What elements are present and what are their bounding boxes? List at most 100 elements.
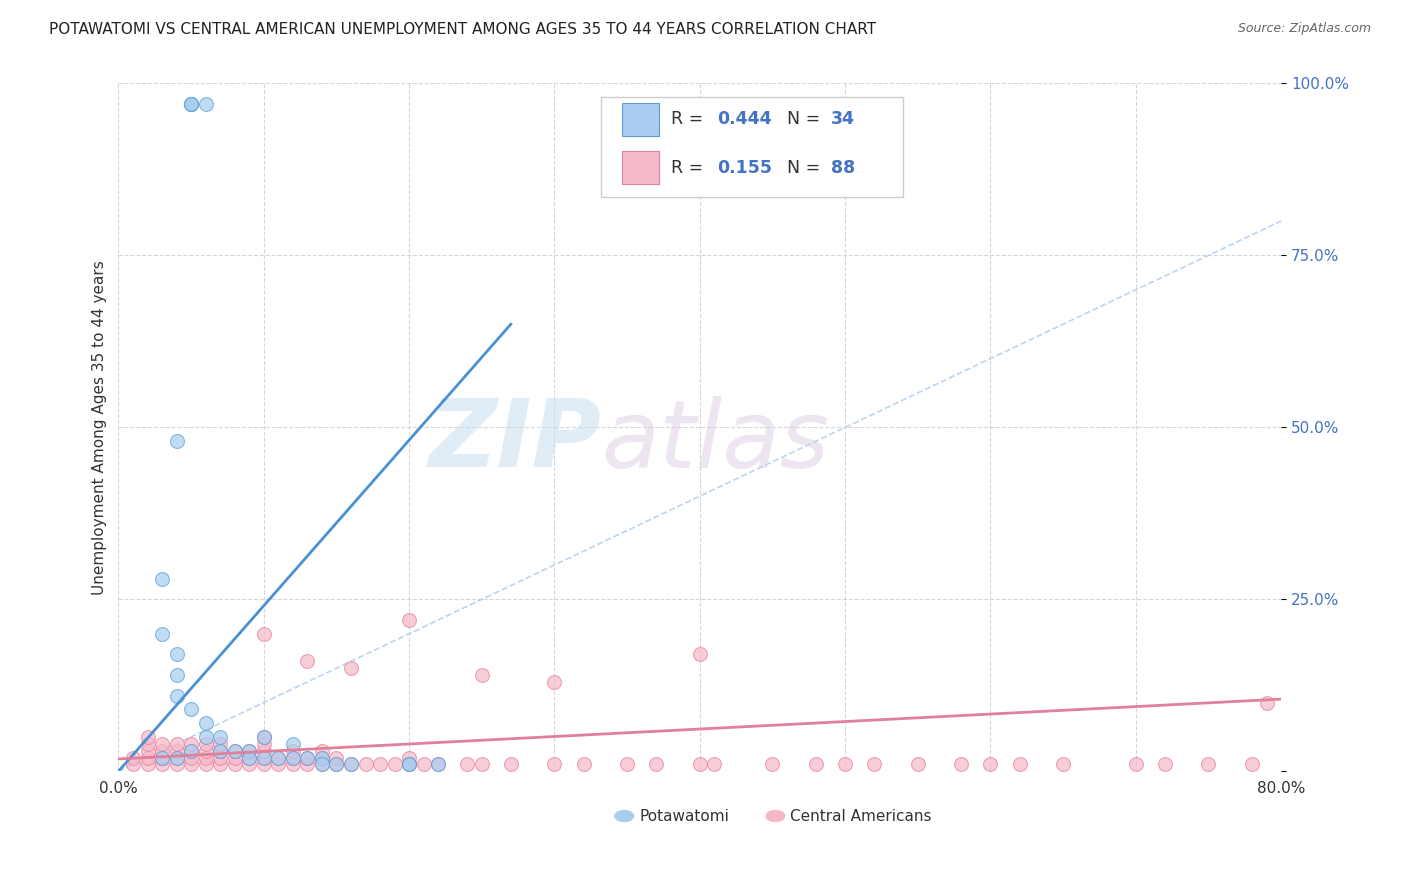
Point — [209, 750, 232, 764]
Point — [950, 757, 973, 772]
Point — [398, 757, 420, 772]
Point — [253, 750, 276, 764]
Point — [689, 757, 711, 772]
Text: N =: N = — [787, 111, 825, 128]
Bar — [621, 103, 659, 136]
Point — [194, 97, 217, 112]
Point — [368, 757, 391, 772]
Point — [297, 757, 319, 772]
Point — [238, 750, 260, 764]
Point — [340, 757, 363, 772]
Text: N =: N = — [787, 159, 825, 177]
Point — [166, 750, 188, 764]
Text: R =: R = — [671, 159, 714, 177]
Point — [253, 737, 276, 751]
Point — [209, 744, 232, 758]
Point — [180, 737, 202, 751]
Point — [194, 750, 217, 764]
Point — [238, 744, 260, 758]
Point — [253, 730, 276, 744]
Point — [311, 750, 333, 764]
Point — [311, 757, 333, 772]
Point — [1197, 757, 1219, 772]
Point — [297, 750, 319, 764]
Point — [398, 757, 420, 772]
Point — [150, 572, 173, 586]
Point — [325, 757, 347, 772]
Point — [166, 689, 188, 703]
Point — [150, 737, 173, 751]
Text: R =: R = — [671, 111, 709, 128]
Point — [166, 648, 188, 662]
Point — [340, 757, 363, 772]
Point — [122, 750, 145, 764]
Point — [253, 744, 276, 758]
Point — [471, 757, 494, 772]
Point — [150, 744, 173, 758]
Point — [979, 757, 1001, 772]
Point — [267, 750, 290, 764]
Point — [354, 757, 377, 772]
Point — [281, 757, 304, 772]
Point — [209, 744, 232, 758]
Point — [325, 750, 347, 764]
Text: POTAWATOMI VS CENTRAL AMERICAN UNEMPLOYMENT AMONG AGES 35 TO 44 YEARS CORRELATIO: POTAWATOMI VS CENTRAL AMERICAN UNEMPLOYM… — [49, 22, 876, 37]
Point — [689, 648, 711, 662]
Point — [1153, 757, 1175, 772]
Circle shape — [614, 811, 634, 822]
Point — [194, 730, 217, 744]
Point — [311, 744, 333, 758]
Point — [194, 737, 217, 751]
Point — [471, 668, 494, 682]
Point — [907, 757, 929, 772]
Text: Central Americans: Central Americans — [790, 808, 932, 823]
Point — [150, 750, 173, 764]
Point — [804, 757, 827, 772]
Text: 0.155: 0.155 — [717, 159, 772, 177]
Point — [194, 744, 217, 758]
Point — [1052, 757, 1074, 772]
Point — [166, 737, 188, 751]
Point — [499, 757, 522, 772]
Point — [180, 757, 202, 772]
Point — [645, 757, 668, 772]
Point — [253, 750, 276, 764]
Point — [136, 730, 159, 744]
Text: 0.444: 0.444 — [717, 111, 772, 128]
Point — [166, 757, 188, 772]
Point — [325, 757, 347, 772]
Point — [543, 757, 565, 772]
Point — [281, 744, 304, 758]
Point — [166, 434, 188, 449]
Point — [136, 744, 159, 758]
Point — [238, 744, 260, 758]
Point — [209, 737, 232, 751]
Point — [398, 757, 420, 772]
Point — [1008, 757, 1031, 772]
Point — [1256, 696, 1278, 710]
Point — [224, 757, 246, 772]
Point — [180, 97, 202, 112]
Point — [180, 744, 202, 758]
Point — [616, 757, 638, 772]
Point — [281, 737, 304, 751]
Text: ZIP: ZIP — [427, 395, 600, 487]
Point — [572, 757, 595, 772]
Text: 88: 88 — [831, 159, 855, 177]
Point — [180, 744, 202, 758]
Point — [456, 757, 478, 772]
Point — [150, 750, 173, 764]
Point — [398, 750, 420, 764]
Point — [1125, 757, 1147, 772]
FancyBboxPatch shape — [600, 97, 903, 197]
Point — [761, 757, 783, 772]
Point — [180, 750, 202, 764]
Point — [253, 626, 276, 640]
Point — [427, 757, 450, 772]
Point — [194, 757, 217, 772]
Point — [180, 702, 202, 716]
Bar — [621, 152, 659, 185]
Point — [238, 750, 260, 764]
Text: atlas: atlas — [600, 396, 830, 487]
Point — [150, 626, 173, 640]
